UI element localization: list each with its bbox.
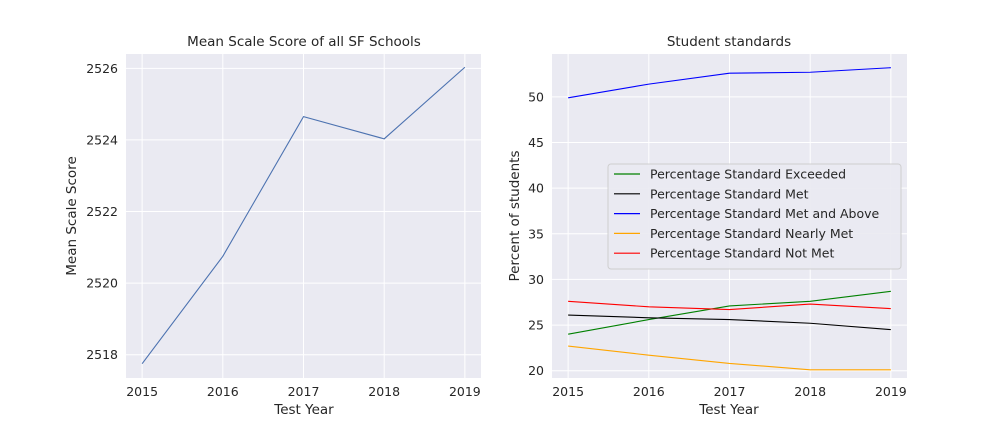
gridlines [126, 54, 481, 378]
series-line [568, 314, 891, 331]
y-tick-label: 20 [528, 363, 544, 378]
tick-labels: 2015 2016 2017 2018 2019 20 25 30 35 40 45 50 [528, 89, 907, 399]
x-tick-label: 2015 [552, 384, 584, 399]
x-tick-label: 2016 [207, 384, 239, 399]
y-tick-label: 40 [528, 181, 544, 196]
legend-entry: Percentage Standard Nearly Met [650, 226, 853, 241]
x-tick-label: 2015 [126, 384, 158, 399]
chart-title: Student standards [667, 34, 791, 50]
x-tick-label: 2017 [714, 384, 746, 399]
series-line [141, 66, 466, 365]
legend-entry: Percentage Standard Exceeded [650, 167, 846, 182]
series-line [568, 290, 891, 335]
y-axis-label: Percent of students [507, 150, 523, 281]
y-tick-label: 25 [528, 318, 544, 333]
y-tick-label: 2520 [86, 276, 118, 291]
series-lines [568, 67, 891, 371]
x-axis-label: Test Year [273, 402, 334, 418]
x-tick-label: 2019 [449, 384, 481, 399]
y-tick-label: 35 [528, 226, 544, 241]
y-axis-label: Mean Scale Score [64, 156, 80, 276]
tick-labels: 2015 2016 2017 2018 2019 2518 2520 2522 2524 2526 [86, 61, 481, 399]
legend-frame [607, 163, 902, 270]
chart-title: Mean Scale Score of all SF Schools [187, 34, 421, 50]
series-lines [141, 66, 466, 365]
x-tick-label: 2016 [633, 384, 665, 399]
legend-entry: Percentage Standard Met [650, 186, 809, 201]
x-tick-label: 2017 [288, 384, 320, 399]
x-axis-label: Test Year [698, 402, 759, 418]
y-tick-label: 2518 [86, 347, 118, 362]
y-tick-label: 30 [528, 272, 544, 287]
y-tick-label: 45 [528, 135, 544, 150]
series-line [568, 67, 891, 99]
series-line [568, 345, 891, 371]
student-standards-chart: Student standards 2015 2016 2017 2018 201920… [507, 34, 907, 418]
legend: Percentage Standard Exceeded Percentage S… [607, 163, 902, 270]
x-tick-label: 2018 [368, 384, 400, 399]
x-tick-label: 2018 [794, 384, 826, 399]
series-line [568, 300, 891, 311]
y-tick-label: 2524 [86, 132, 118, 147]
y-tick-label: 2526 [86, 61, 118, 76]
y-tick-label: 2522 [86, 204, 118, 219]
mean-scale-score-chart: Mean Scale Score of all SF Schools 2015 2… [64, 34, 481, 418]
legend-entry: Percentage Standard Met and Above [650, 206, 880, 221]
gridlines [552, 54, 907, 378]
legend-entry: Percentage Standard Not Met [650, 246, 834, 261]
y-tick-label: 50 [528, 89, 544, 104]
x-tick-label: 2019 [875, 384, 907, 399]
